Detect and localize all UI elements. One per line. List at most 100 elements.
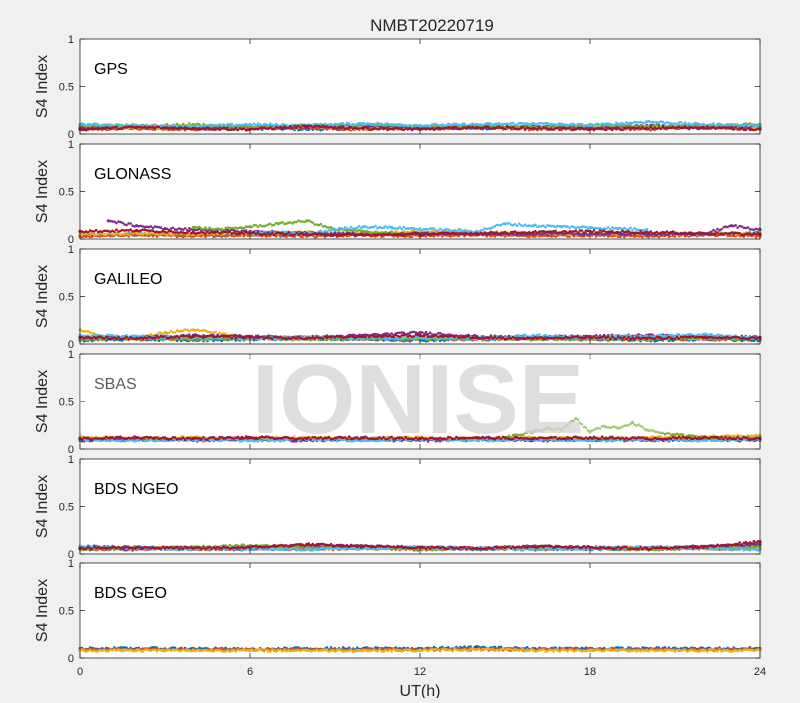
y-tick-label: 0.5 [59, 82, 74, 94]
data-point [710, 230, 713, 233]
data-point [577, 231, 580, 234]
data-point [647, 232, 650, 235]
data-point [591, 123, 594, 126]
data-point [656, 124, 659, 127]
data-point [115, 222, 118, 225]
data-point [243, 127, 246, 130]
figure-title: NMBT20220719 [370, 16, 494, 35]
data-point [611, 129, 614, 132]
data-point [734, 224, 737, 227]
data-point [204, 128, 207, 131]
data-point [105, 233, 108, 236]
data-point [437, 126, 440, 129]
panel-label: GPS [94, 61, 128, 78]
data-point [150, 225, 153, 228]
data-point [257, 232, 260, 235]
data-point [649, 230, 652, 233]
y-axis-label: S4 Index [34, 55, 51, 118]
data-point [186, 124, 189, 127]
data-point [736, 226, 739, 229]
data-point [629, 227, 632, 230]
data-point [619, 231, 622, 234]
data-point [235, 127, 238, 130]
data-point [522, 126, 525, 129]
data-point [129, 222, 132, 225]
data-point [419, 227, 422, 230]
data-point [751, 123, 754, 126]
data-point [336, 229, 339, 232]
data-point [621, 129, 624, 132]
data-point [613, 124, 616, 127]
data-point [611, 230, 614, 233]
data-point [546, 234, 549, 237]
data-point [113, 230, 116, 233]
data-point [271, 232, 274, 235]
data-point [287, 232, 290, 235]
data-point [401, 228, 404, 231]
data-point [287, 127, 290, 130]
data-point [273, 128, 276, 131]
data-point [399, 226, 402, 229]
data-point [172, 227, 175, 230]
data-point [309, 124, 312, 127]
data-point [672, 230, 675, 233]
data-point [649, 126, 652, 129]
data-point [320, 223, 323, 226]
data-point [342, 122, 345, 125]
data-point [350, 126, 353, 129]
data-point [508, 233, 511, 236]
data-point [295, 232, 298, 235]
data-point [293, 234, 296, 237]
data-point [504, 128, 507, 131]
data-point [87, 231, 90, 234]
data-point [575, 229, 578, 232]
data-point [540, 128, 543, 131]
data-point [158, 126, 161, 129]
data-point [607, 226, 610, 229]
data-point [289, 125, 292, 128]
data-point [160, 226, 163, 229]
panel-label: GLONASS [94, 166, 171, 183]
data-point [712, 126, 715, 129]
data-point [597, 231, 600, 234]
data-point [569, 126, 572, 129]
data-point [204, 232, 207, 235]
data-point [281, 232, 284, 235]
data-point [566, 232, 569, 235]
data-point [204, 226, 207, 229]
data-point [591, 231, 594, 234]
data-point [411, 235, 414, 238]
data-point [384, 127, 387, 130]
data-point [374, 231, 377, 234]
data-point [609, 228, 612, 231]
data-point [534, 224, 537, 227]
axes-background [80, 249, 760, 344]
data-point [481, 229, 484, 232]
data-point [741, 127, 744, 130]
data-point [95, 229, 98, 232]
data-point [115, 228, 118, 231]
data-point [647, 128, 650, 131]
data-point [204, 236, 207, 239]
data-point [463, 123, 466, 126]
data-point [581, 123, 584, 126]
y-axis-label: S4 Index [34, 160, 51, 223]
data-point [439, 228, 442, 231]
data-point [704, 127, 707, 130]
data-point [684, 121, 687, 124]
y-tick-label: 1 [68, 139, 74, 151]
data-point [350, 226, 353, 229]
data-point [512, 122, 515, 125]
data-point [629, 128, 632, 131]
data-point [745, 129, 748, 132]
data-point [281, 221, 284, 224]
data-point [231, 123, 234, 126]
data-point [490, 231, 493, 234]
data-point [716, 231, 719, 234]
data-point [291, 127, 294, 130]
data-point [269, 223, 272, 226]
